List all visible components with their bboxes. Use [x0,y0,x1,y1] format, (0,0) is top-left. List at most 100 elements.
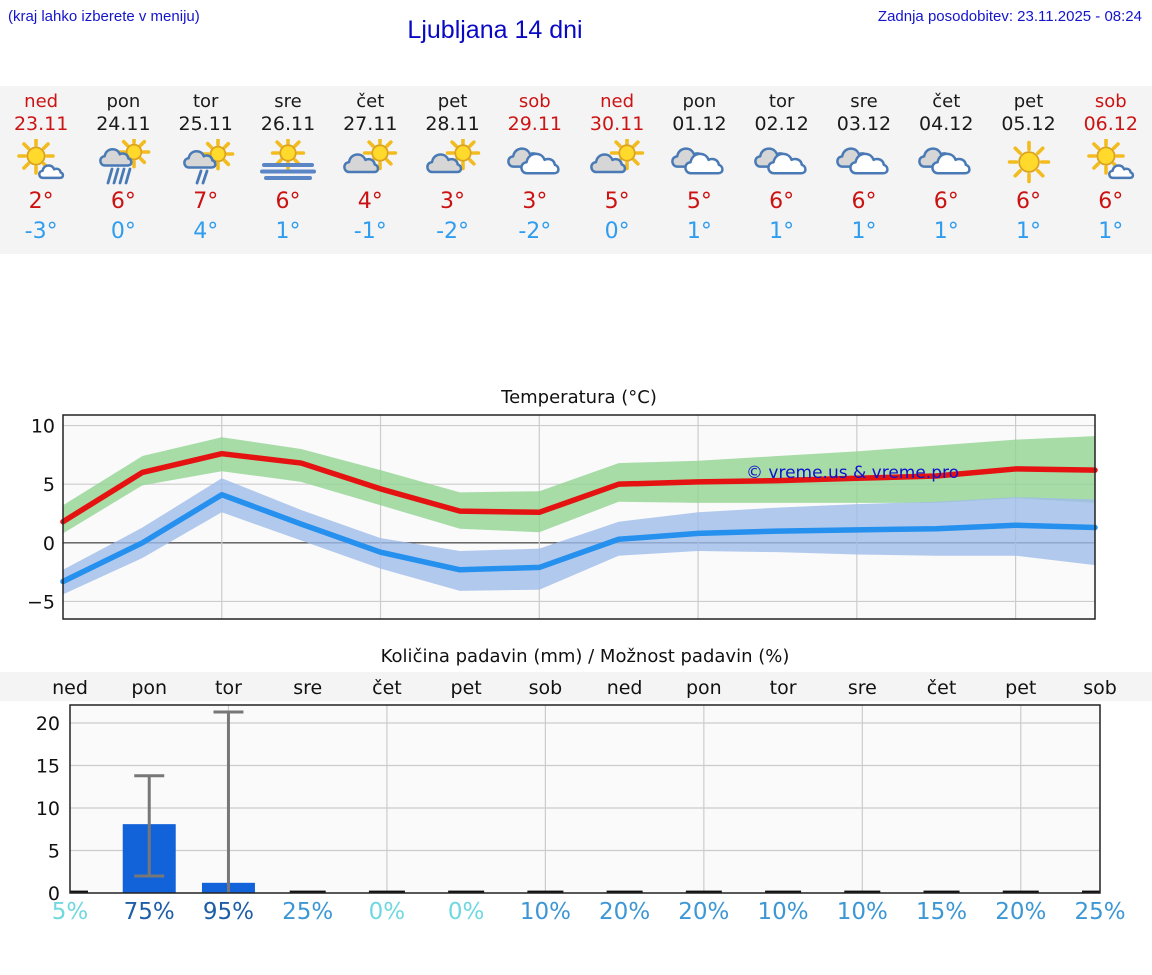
day-max-temp: 6° [275,189,301,215]
day-max-temp: 7° [193,189,219,215]
day-card-02.12: tor 02.12 6° 1° [741,86,823,254]
precip-probability-label: 20% [599,899,650,925]
day-date: 28.11 [425,112,480,135]
day-date: 02.12 [754,112,809,135]
precip-day-label: ned [607,677,643,699]
y-tick-label: 15 [36,756,60,778]
day-name: čet [356,91,385,112]
temperature-chart-title: Temperatura (°C) [501,387,657,408]
day-name: tor [192,91,219,112]
sun-cloud-icon [1086,139,1134,180]
y-tick-label: 10 [31,416,55,438]
day-min-temp: 0° [604,218,630,244]
min-temp-line [60,491,1098,585]
precip-whisker [213,710,244,893]
day-name: sre [274,91,302,112]
day-min-temp: 1° [769,218,795,244]
precip-day-label: sre [293,677,322,699]
forecast-strip: ned 23.11 2° -3° pon 24.11 6° 0° tor 25.11 7° 4° sre… [0,86,1152,254]
watermark: © vreme.us & vreme.pro [746,463,959,483]
precip-day-label: tor [215,677,242,699]
precip-probability-label: 25% [282,899,333,925]
cloudy-icon [671,147,725,175]
precipitation-chart: ned pon tor sre čet pet sob ned pon tor sre čet pet s… [0,672,1152,925]
day-card-24.11: pon 24.11 6° 0° [82,86,164,254]
day-date: 04.12 [919,112,974,135]
day-name: čet [932,91,961,112]
y-tick-label: 0 [48,883,60,905]
y-tick-label: −5 [27,591,55,613]
day-max-temp: 5° [604,189,630,215]
day-max-temp: 6° [1098,189,1124,215]
precip-day-label: pon [131,677,167,699]
zero-bar-tick [765,890,802,893]
precip-day-label: sob [529,677,563,699]
day-max-temp: 3° [440,189,466,215]
precip-probability-label: 10% [758,899,809,925]
cloudy-icon [506,147,560,175]
last-updated-label: Zadnja posodobitev: 23.11.2025 - 08:24 [877,8,1142,25]
precip-day-label: pet [1005,677,1036,699]
day-name: tor [768,91,795,112]
y-tick-label: 20 [36,713,60,735]
day-date: 30.11 [589,112,645,135]
precip-day-label: sre [848,677,877,699]
sun-gray-cloud-icon [343,139,398,174]
day-min-temp: 1° [275,218,301,244]
precip-probability-label: 75% [124,899,175,925]
day-card-05.12: pet 05.12 6° 1° [987,86,1069,254]
page-title: Ljubljana 14 dni [407,16,583,44]
day-min-temp: 1° [1016,218,1042,244]
precip-probability-label: 5% [52,899,89,925]
precipitation-chart-title: Količina padavin (mm) / Možnost padavin … [380,646,790,667]
day-max-temp: 3° [522,189,548,215]
precip-probability-label: 10% [837,899,888,925]
menu-hint-note: (kraj lahko izberete v meniju) [8,8,200,25]
y-tick-label: 10 [36,798,60,820]
light-rain-icon [182,139,235,185]
sun-cloud-icon [17,139,65,180]
precip-probability-label: 20% [678,899,729,925]
zero-bar-tick [606,890,643,893]
day-min-temp: -1° [353,218,387,244]
day-card-29.11: sob 29.11 3° -2° [494,86,576,254]
zero-bar-tick [448,890,485,893]
cloudy-icon [836,147,889,175]
cloudy-icon [918,147,971,175]
sunny-icon [1007,141,1050,184]
day-min-temp: -3° [24,218,58,244]
day-min-temp: 0° [110,218,136,244]
day-max-temp: 6° [851,189,877,215]
day-date: 23.11 [13,112,69,135]
fog-icon [259,139,316,181]
precip-day-label: sob [1083,677,1117,699]
day-min-temp: 1° [1098,218,1124,244]
day-name: pet [437,91,468,112]
day-max-temp: 6° [1016,189,1042,215]
y-tick-label: 5 [43,474,55,496]
precip-day-label: tor [770,677,797,699]
precip-day-label: čet [372,677,402,699]
precip-probability-label: 95% [203,899,254,925]
day-min-temp: 4° [193,218,219,244]
day-name: ned [24,91,59,112]
precip-probability-label: 0% [369,899,406,925]
cloudy-icon [753,147,807,175]
precip-day-label: čet [927,677,957,699]
zero-bar-tick [844,890,881,893]
max-temp-band [63,436,1095,534]
sun-gray-cloud-icon [425,139,480,174]
zero-bar-tick [923,890,960,893]
day-date: 03.12 [836,112,892,135]
day-name: sob [518,91,551,112]
day-card-04.12: čet 04.12 6° 1° [905,86,987,254]
y-tick-label: 5 [48,841,60,863]
day-card-25.11: tor 25.11 7° 4° [165,86,247,254]
day-date: 05.12 [1001,112,1056,135]
day-card-30.11: ned 30.11 5° 0° [576,86,658,254]
precip-probability-label: 25% [1074,899,1125,925]
day-max-temp: 5° [686,189,712,215]
precip-day-label: ned [52,677,88,699]
day-min-temp: 1° [686,218,712,244]
